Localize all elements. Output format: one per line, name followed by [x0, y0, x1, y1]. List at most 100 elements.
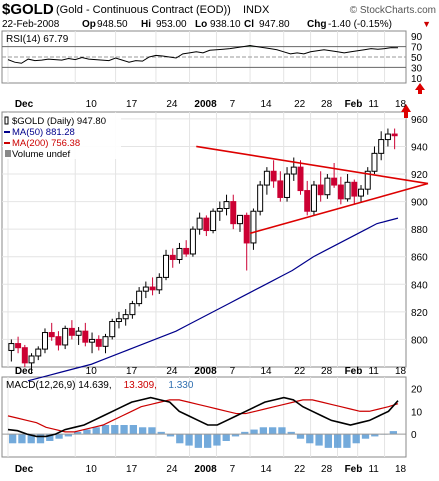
candle-body: [169, 254, 176, 260]
macd-hist-bar: [36, 434, 45, 444]
xlabel-bottom-10: 11: [368, 464, 379, 475]
macd-tick-20: 20: [411, 384, 423, 395]
triangle-upper-line: [196, 145, 429, 185]
rsi-label: RSI(14) 67.79: [6, 34, 69, 45]
xlabel-top-3: 24: [166, 99, 178, 110]
candle-body: [196, 217, 203, 230]
candle-body: [102, 336, 109, 347]
macd-hist-bar: [250, 429, 258, 435]
candle-body: [304, 190, 311, 212]
axis-labels: 960 940 920 900 880 860 840 820 800 20 10 0 Dec Dec De…: [15, 99, 428, 475]
candle-body: [95, 338, 102, 347]
macd-hist-bar: [269, 427, 277, 435]
macd-hist-bar: [259, 427, 267, 435]
candle-body: [183, 247, 190, 255]
macd-hist-bar: [9, 434, 17, 444]
candle-body: [337, 184, 344, 200]
xlabel-mid-8: 28: [321, 366, 333, 377]
xlabel-mid-5: 7: [230, 366, 236, 377]
candle-body: [317, 184, 324, 196]
macd-hist-bar: [296, 434, 305, 439]
candle-body: [391, 133, 398, 137]
triangle-lower-line: [249, 182, 429, 235]
rsi-tick-90: 90: [411, 32, 423, 43]
macd-hist-bar: [64, 434, 72, 437]
macd-hist-bar: [315, 434, 323, 446]
xlabel-top-10: 11: [368, 99, 379, 110]
macd-hist-bar: [231, 434, 240, 437]
ohlc-label-hi: Hi: [141, 19, 151, 30]
macd-hist-bar: [371, 434, 379, 437]
price-tick-900: 900: [411, 198, 428, 209]
candle-body: [8, 343, 15, 351]
xlabel-bottom-2: 17: [126, 464, 138, 475]
xlabel-mid-6: 14: [261, 366, 273, 377]
macd-hist-bar: [176, 434, 184, 444]
xlabel-top-2: 17: [126, 99, 138, 110]
ma50-line: [27, 217, 399, 382]
macd-hist-bar: [324, 434, 332, 448]
rsi-tick-50: 50: [411, 53, 423, 64]
macd-hist-bar: [222, 434, 230, 441]
candle-body: [324, 177, 331, 196]
macd-tick-10: 10: [411, 407, 423, 418]
xlabel-mid-9: Feb: [345, 366, 363, 377]
candle-body: [129, 303, 136, 316]
macd-hist-bar: [389, 431, 397, 435]
macd-hist-bar: [343, 434, 351, 448]
macd-hist-bar: [111, 425, 119, 435]
macd-hist-bar: [157, 431, 165, 435]
ohlc-label-cl: Cl: [244, 19, 254, 30]
symbol-title: $GOLD: [2, 1, 54, 18]
price-tick-940: 940: [411, 142, 428, 153]
ohlc-label-op: Op: [82, 19, 96, 30]
ohlc-value-hi: 953.00: [156, 19, 187, 30]
macd-indicator: MACD(12,26,9) 14.639, 13.309, 1.330: [2, 380, 406, 448]
ohlc-value-lo: 938.10: [210, 19, 241, 30]
macd-label-part-1: 13.309,: [124, 380, 157, 391]
candle-body: [28, 355, 35, 364]
xlabel-bottom-1: 10: [86, 464, 98, 475]
xlabel-bottom-5: 7: [230, 464, 236, 475]
candle-body: [176, 247, 183, 260]
macd-hist-bar: [352, 434, 360, 444]
rsi-tick-70: 70: [411, 43, 423, 54]
xlabel-mid-11: 18: [395, 366, 407, 377]
legend-entry-0: $GOLD (Daily) 947.80: [12, 116, 106, 127]
legend-entry-2: MA(200) 756.38: [12, 138, 80, 149]
candle-body: [344, 181, 351, 200]
macd-hist-bar: [74, 431, 82, 435]
price-tick-920: 920: [411, 170, 428, 181]
xlabel-mid-10: 11: [368, 366, 379, 377]
macd-hist-bar: [166, 434, 175, 437]
candle-body: [82, 330, 89, 343]
xlabel-bottom-11: 18: [395, 464, 407, 475]
legend-background: [3, 113, 121, 159]
xlabel-top-8: 28: [321, 99, 333, 110]
candle-body: [290, 166, 297, 175]
candle-body: [109, 321, 116, 338]
xlabel-top-4: 2008: [194, 99, 217, 110]
candle-body: [250, 210, 257, 244]
watermark: © StockCharts.com: [350, 5, 436, 16]
macd-hist-bar: [120, 425, 128, 435]
macd-hist-bar: [101, 425, 110, 435]
xlabel-mid-7: 22: [294, 366, 306, 377]
candle-body: [378, 139, 385, 154]
xlabel-top-7: 22: [294, 99, 306, 110]
xlabel-mid-1: 10: [86, 366, 98, 377]
candle-body: [142, 286, 149, 292]
candle-body: [41, 332, 48, 350]
xlabel-mid-3: 24: [166, 366, 178, 377]
xlabel-bottom-6: 14: [261, 464, 273, 475]
candle-body: [263, 170, 270, 186]
legend-entry-1: MA(50) 881.28: [12, 127, 75, 138]
xlabel-bottom-8: 28: [321, 464, 333, 475]
macd-hist-bar: [18, 434, 26, 444]
xlabel-bottom-4: 2008: [194, 464, 217, 475]
xlabel-top-5: 7: [230, 99, 236, 110]
macd-hist-bar: [287, 431, 295, 435]
